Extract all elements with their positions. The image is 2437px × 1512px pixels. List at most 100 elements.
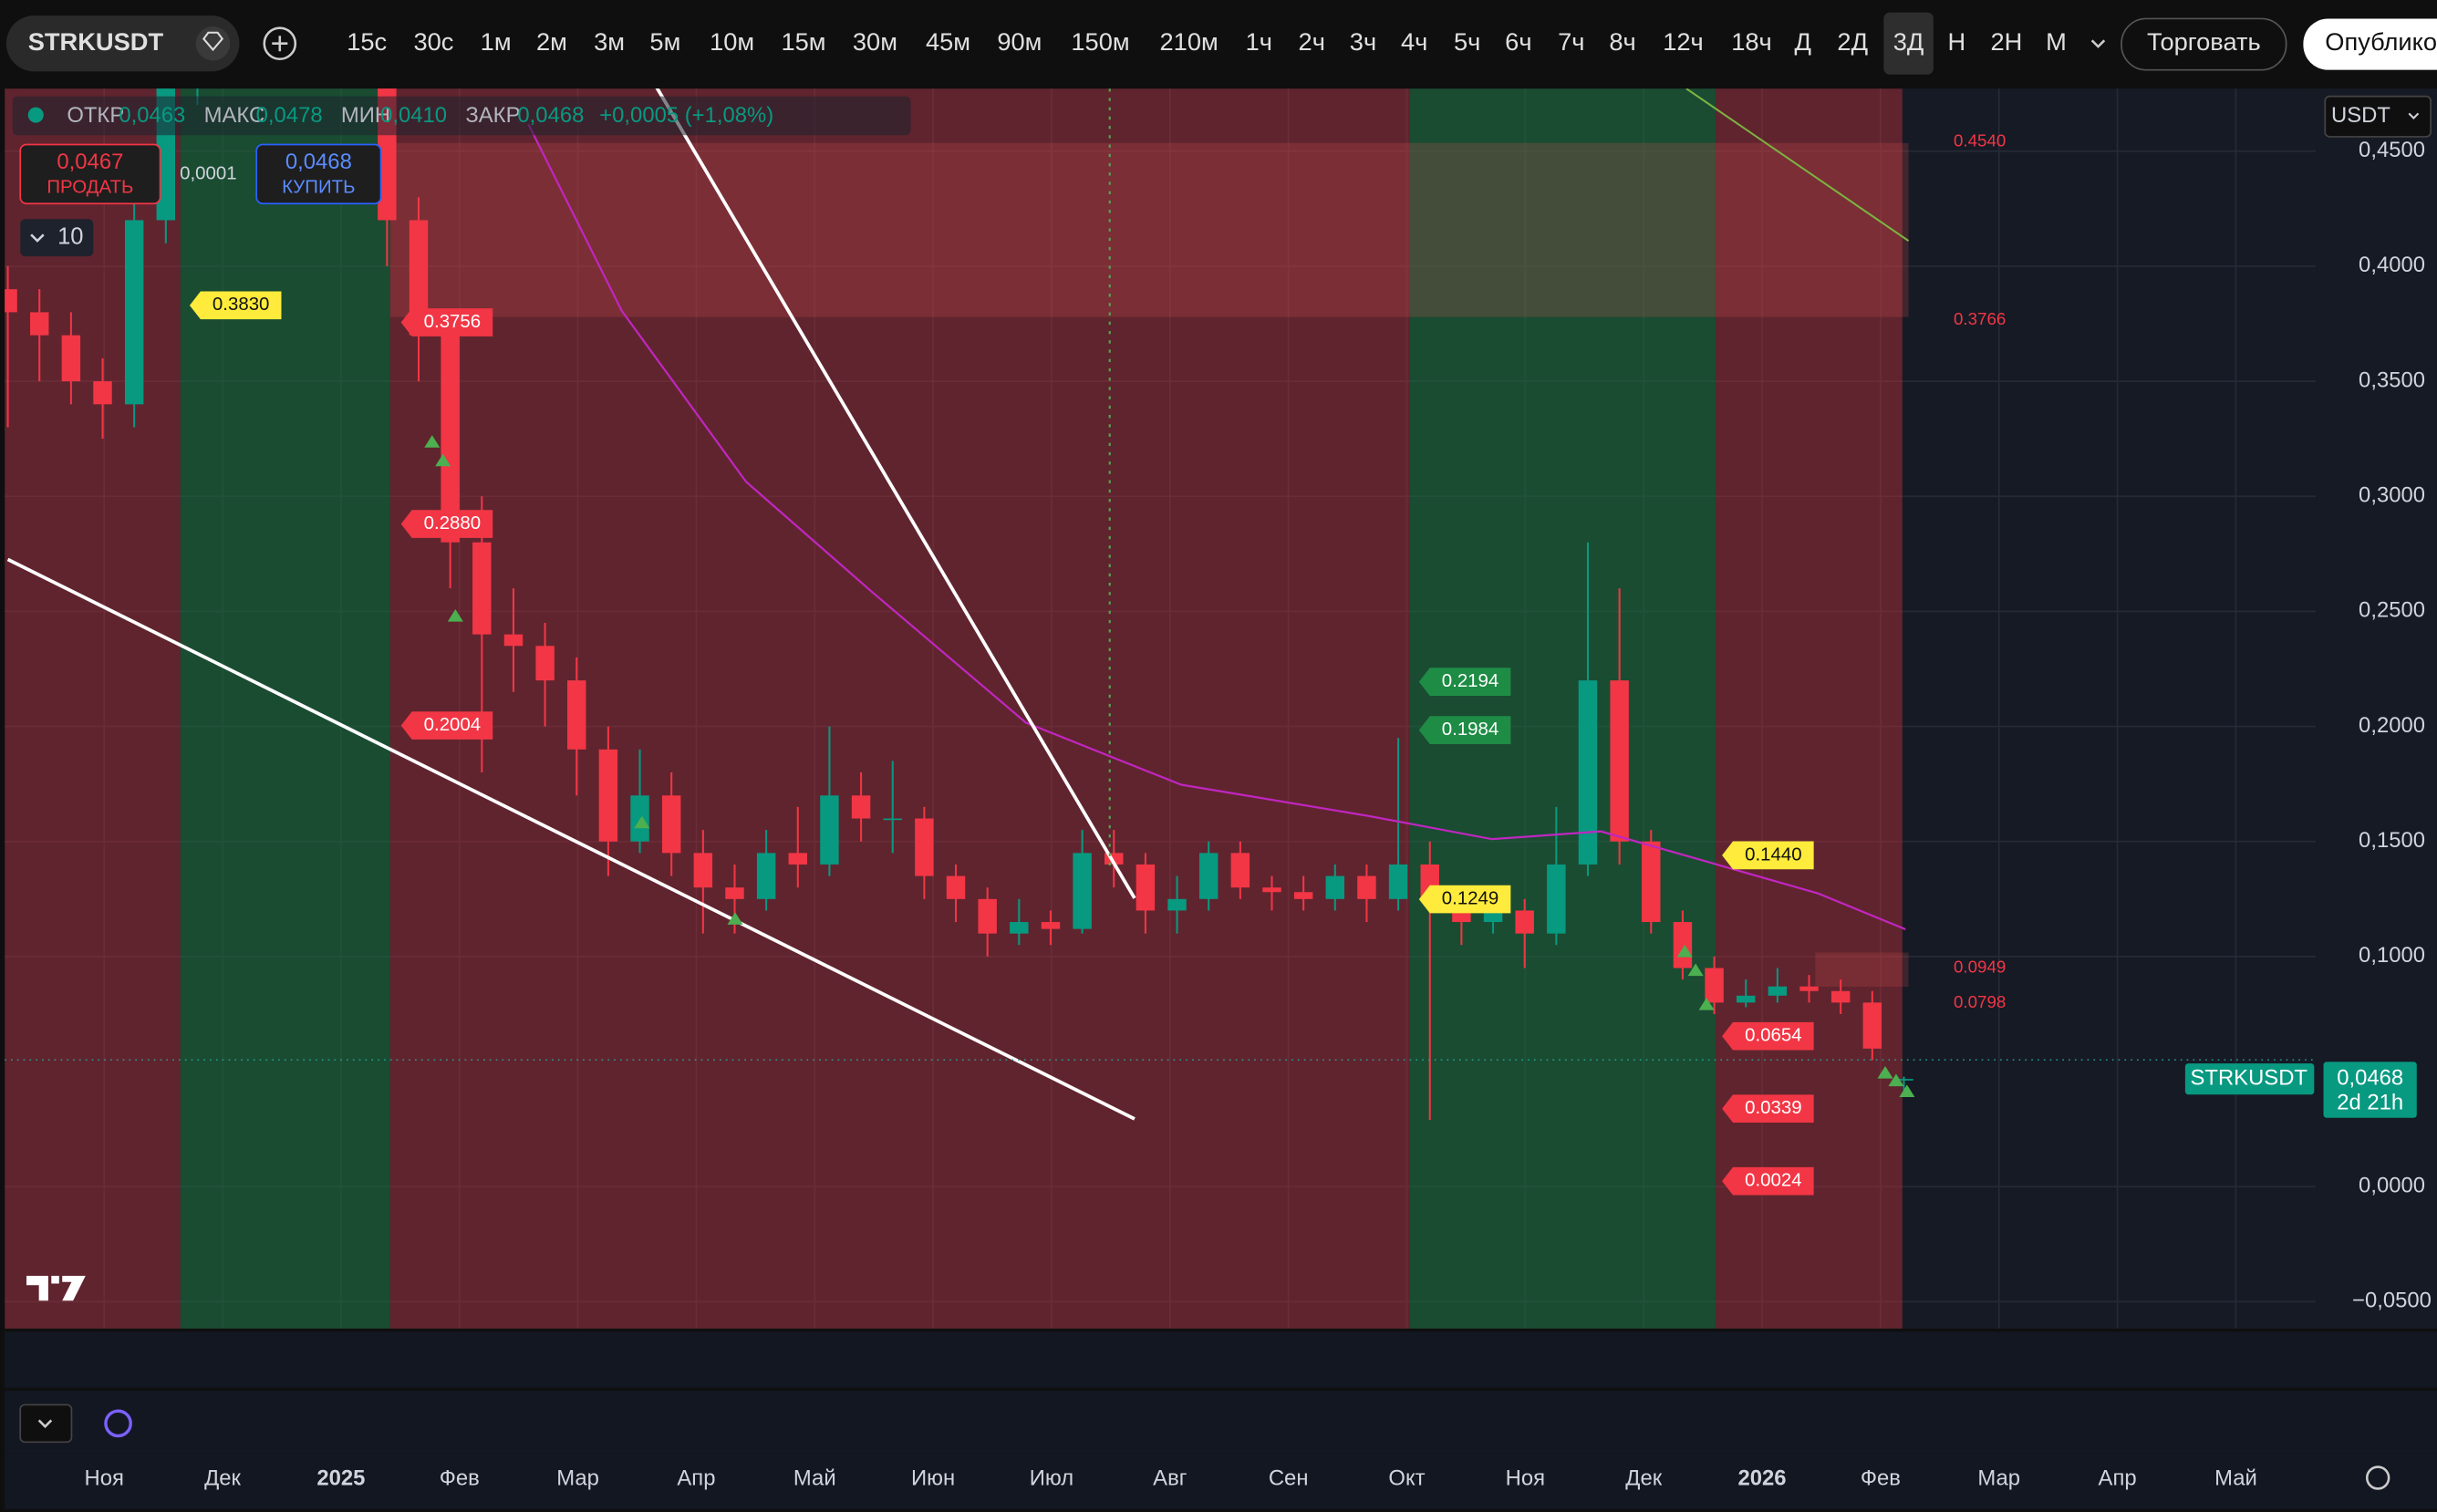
diamond — [202, 31, 224, 52]
interval[interactable]: 15с — [347, 27, 387, 56]
candle-body — [946, 875, 966, 899]
x-tick-label: Апр — [677, 1466, 715, 1491]
y-tick-label: 0,4000 — [2359, 253, 2425, 277]
zone-green — [1409, 88, 1716, 1329]
quantity-box[interactable] — [20, 219, 94, 257]
price-axis — [2316, 88, 2437, 1329]
compare-button[interactable] — [263, 26, 297, 61]
candle-body — [630, 795, 649, 842]
interval[interactable]: 6ч — [1505, 27, 1531, 56]
publish-button[interactable] — [2303, 18, 2437, 70]
interval[interactable]: 12ч — [1663, 27, 1704, 56]
candle-body — [1610, 680, 1629, 842]
level-label: 0.4540 — [1954, 131, 2006, 150]
interval[interactable]: 90м — [997, 27, 1042, 56]
interval[interactable]: 30с — [414, 27, 454, 56]
price-tag-label: 0.3756 — [424, 311, 482, 332]
candle-body — [535, 646, 555, 681]
candle-body — [1198, 853, 1218, 899]
interval[interactable]: 5м — [649, 27, 680, 56]
candle-body — [1388, 864, 1408, 899]
interval[interactable]: 2Н — [1991, 27, 2023, 56]
drawings — [5, 88, 2317, 1121]
sell-button[interactable] — [19, 143, 161, 205]
premium-icon[interactable] — [195, 26, 231, 61]
symbol-tag-label: STRKUSDT — [2191, 1065, 2308, 1090]
interval[interactable]: 8ч — [1609, 27, 1635, 56]
x-tick-label: Фев — [1861, 1466, 1901, 1491]
interval[interactable]: 7ч — [1558, 27, 1584, 56]
candle-body — [1862, 1002, 1882, 1049]
interval[interactable]: 18ч — [1731, 27, 1772, 56]
more-intervals[interactable] — [2090, 39, 2106, 48]
candle-body — [1073, 853, 1092, 929]
y-tick-label: 0,2500 — [2359, 598, 2425, 623]
price-tag-label: 0.0339 — [1745, 1097, 1802, 1118]
price-tag-label: 0.0654 — [1745, 1025, 1802, 1046]
interval[interactable]: 3Д — [1893, 27, 1924, 56]
price-tag-label: 0.2880 — [424, 513, 482, 533]
candle-body — [472, 542, 492, 635]
interval[interactable]: 30м — [853, 27, 897, 56]
interval[interactable]: М — [2046, 27, 2067, 56]
active-interval-bg — [1883, 12, 1934, 75]
interval[interactable]: 10м — [710, 27, 754, 56]
interval[interactable]: 15м — [782, 27, 826, 56]
candle-body — [661, 795, 681, 854]
collapse-button[interactable] — [19, 1403, 73, 1444]
trend-line — [1685, 88, 1910, 242]
candles — [5, 88, 1913, 1121]
candle-body — [1799, 986, 1819, 991]
buy-price: 0,0468 — [285, 150, 352, 174]
buy-label: КУПИТЬ — [282, 177, 355, 198]
interval[interactable]: Д — [1794, 27, 1810, 56]
interval[interactable]: 2Д — [1837, 27, 1868, 56]
interval[interactable]: 4ч — [1401, 27, 1427, 56]
zones — [5, 88, 1909, 1329]
interval[interactable]: 210м — [1160, 27, 1218, 56]
y-tick-label: 0,1000 — [2359, 943, 2425, 968]
interval[interactable]: 1м — [481, 27, 512, 56]
y-tick-label: 0,1500 — [2359, 828, 2425, 853]
settings-icon[interactable] — [2365, 1465, 2390, 1490]
last-price-label: 0,0468 — [2337, 1065, 2403, 1090]
trade-label: Торговать — [2147, 27, 2261, 56]
spread: 0,0001 — [180, 162, 237, 183]
tv-logo — [26, 1275, 86, 1301]
interval[interactable]: Н — [1948, 27, 1966, 56]
price-tag — [400, 711, 493, 740]
symbol-pill[interactable] — [5, 16, 240, 72]
interval[interactable]: 2ч — [1299, 27, 1325, 56]
interval[interactable]: 1ч — [1246, 27, 1272, 56]
y-tick-label: −0,0500 — [2352, 1289, 2432, 1313]
legend-label: ЗАКР — [465, 103, 520, 128]
x-tick-label: Авг — [1153, 1466, 1187, 1491]
price-labels: 0.3830 0.3756 0.2880 0.2004 0.2194 0.1984 0.12… — [189, 131, 2417, 1196]
y-axis: 0,4500 0,4000 0,3500 0,3000 0,2500 0,2000 0,15… — [2352, 138, 2432, 1313]
currency-select[interactable] — [2324, 95, 2432, 138]
candle-body — [1673, 922, 1693, 968]
x-tick-label: Мар — [556, 1466, 599, 1491]
candle-body — [1325, 875, 1345, 899]
interval[interactable]: 45м — [926, 27, 970, 56]
candle-body — [1230, 853, 1250, 888]
interval[interactable]: 3ч — [1350, 27, 1376, 56]
sell-label: ПРОДАТЬ — [47, 177, 133, 198]
sync-icon[interactable] — [104, 1409, 132, 1438]
candle-body — [1830, 990, 1851, 1003]
interval[interactable]: 150м — [1071, 27, 1129, 56]
x-tick-label: Сен — [1269, 1466, 1309, 1491]
candle-body — [409, 220, 429, 336]
interval[interactable]: 5ч — [1454, 27, 1480, 56]
zone-red — [5, 88, 181, 1329]
legend-change: +0,0005 (+1,08%) — [599, 103, 773, 128]
price-tag — [1722, 1166, 1814, 1196]
trade-button[interactable] — [2121, 17, 2287, 71]
x-tick-label: Ноя — [1506, 1466, 1545, 1491]
interval[interactable]: 2м — [536, 27, 567, 56]
interval[interactable]: 3м — [594, 27, 625, 56]
buy-button[interactable] — [255, 143, 382, 205]
candle-body — [5, 289, 17, 313]
candle-body — [1167, 898, 1187, 911]
